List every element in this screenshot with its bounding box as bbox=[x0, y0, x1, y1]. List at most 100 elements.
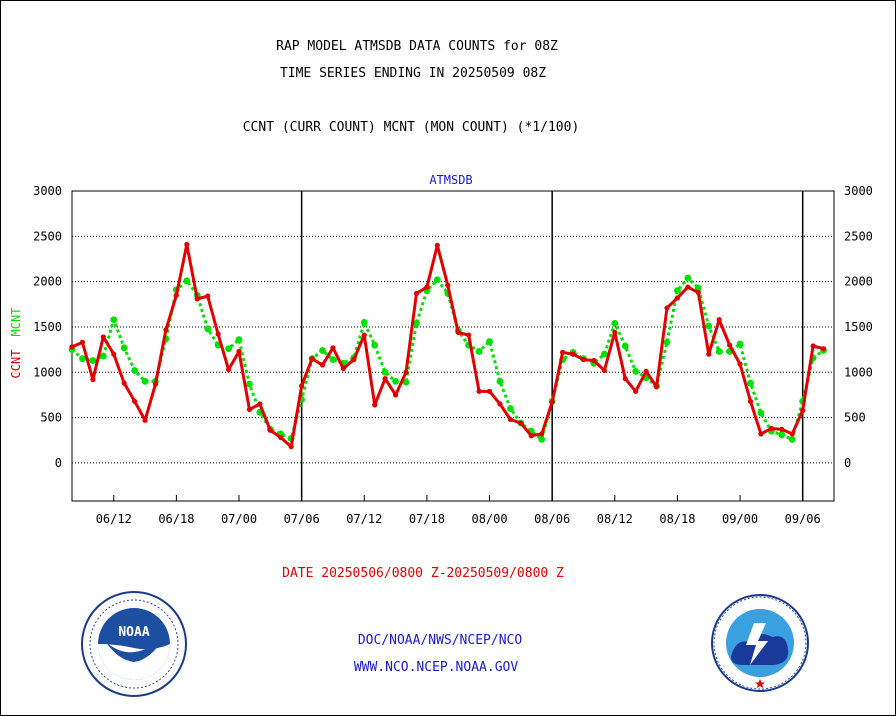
data-point-ccnt bbox=[340, 366, 346, 372]
data-point-mcnt bbox=[611, 319, 619, 327]
data-point-ccnt bbox=[570, 351, 576, 357]
y-tick-label-right: 2500 bbox=[844, 229, 873, 243]
x-tick-label: 06/18 bbox=[158, 512, 194, 526]
x-tick-label: 06/12 bbox=[96, 512, 132, 526]
gridlines bbox=[72, 190, 834, 464]
data-point-ccnt bbox=[466, 332, 472, 338]
series-lines bbox=[68, 241, 827, 450]
data-point-ccnt bbox=[413, 290, 420, 297]
data-point-ccnt bbox=[810, 343, 816, 349]
data-point-ccnt bbox=[194, 296, 200, 302]
data-point-ccnt bbox=[299, 383, 305, 389]
data-point-mcnt bbox=[621, 342, 629, 350]
data-point-ccnt bbox=[716, 317, 722, 323]
data-point-ccnt bbox=[403, 369, 409, 375]
date-range-label: DATE 20250506/0800 Z-20250509/0800 Z bbox=[282, 566, 564, 581]
chart-title-line1: RAP MODEL ATMSDB DATA COUNTS for 08Z bbox=[276, 39, 558, 54]
data-point-mcnt bbox=[674, 287, 681, 295]
data-point-mcnt bbox=[663, 338, 671, 346]
x-tick-label: 09/06 bbox=[785, 512, 821, 526]
x-tick-label: 08/06 bbox=[534, 512, 570, 526]
data-point-ccnt bbox=[800, 407, 806, 413]
data-point-mcnt bbox=[694, 284, 702, 292]
plot-title: ATMSDB bbox=[429, 173, 472, 187]
data-point-ccnt bbox=[507, 416, 514, 423]
plot-border bbox=[71, 190, 835, 502]
data-point-mcnt bbox=[225, 345, 232, 353]
data-point-ccnt bbox=[695, 289, 701, 296]
data-point-mcnt bbox=[788, 435, 796, 443]
data-point-mcnt bbox=[778, 431, 786, 439]
data-point-mcnt bbox=[99, 352, 107, 360]
data-point-ccnt bbox=[560, 349, 566, 355]
data-point-ccnt bbox=[706, 351, 712, 357]
data-point-mcnt bbox=[600, 350, 608, 358]
data-point-ccnt bbox=[319, 362, 326, 368]
data-point-mcnt bbox=[89, 357, 97, 364]
x-tick-label: 07/12 bbox=[346, 512, 382, 526]
data-point-ccnt bbox=[727, 342, 733, 348]
data-point-ccnt bbox=[246, 406, 253, 413]
noaa-logo-text: NOAA bbox=[118, 625, 149, 640]
data-point-ccnt bbox=[612, 329, 618, 336]
data-point-mcnt bbox=[131, 367, 139, 374]
data-point-mcnt bbox=[433, 276, 441, 284]
data-point-ccnt bbox=[257, 401, 263, 407]
y-tick-label-left: 0 bbox=[55, 456, 62, 470]
y-tick-label-left: 2000 bbox=[33, 275, 62, 289]
data-point-ccnt bbox=[528, 433, 534, 439]
y-tick-label-left: 500 bbox=[40, 411, 62, 425]
y-tick-labels-right: 0 500 1000 1500 2000 2500 3000 bbox=[844, 184, 873, 470]
data-point-mcnt bbox=[235, 336, 243, 344]
noaa-logo: NOAA bbox=[81, 591, 187, 697]
data-point-ccnt bbox=[267, 427, 273, 433]
data-point-ccnt bbox=[674, 295, 681, 301]
y-tick-label-right: 3000 bbox=[844, 184, 873, 198]
data-point-ccnt bbox=[392, 392, 399, 398]
data-point-ccnt bbox=[549, 399, 555, 405]
data-point-ccnt bbox=[789, 431, 795, 437]
data-point-ccnt bbox=[476, 388, 482, 394]
data-point-mcnt bbox=[120, 344, 128, 352]
x-tick-label: 09/00 bbox=[722, 512, 758, 526]
data-point-ccnt bbox=[215, 331, 221, 337]
chart-title-line2: TIME SERIES ENDING IN 20250509 08Z bbox=[279, 66, 547, 81]
series-line-ccnt bbox=[71, 242, 824, 449]
data-point-ccnt bbox=[351, 356, 357, 363]
data-point-mcnt bbox=[538, 435, 546, 443]
y-axis-label-mcnt: MCNT bbox=[9, 308, 23, 337]
data-point-ccnt bbox=[685, 284, 691, 290]
y-tick-label-right: 500 bbox=[844, 411, 866, 425]
data-point-mcnt bbox=[747, 379, 754, 387]
data-point-mcnt bbox=[736, 340, 744, 348]
data-point-ccnt bbox=[90, 376, 96, 383]
y-tick-label-right: 1500 bbox=[844, 320, 873, 334]
data-point-ccnt bbox=[643, 368, 649, 374]
data-point-ccnt bbox=[163, 327, 169, 333]
website-link[interactable]: WWW.NCO.NCEP.NOAA.GOV bbox=[353, 660, 519, 675]
data-point-mcnt bbox=[496, 377, 504, 385]
data-point-ccnt bbox=[372, 402, 378, 408]
series-line-mcnt bbox=[71, 276, 825, 441]
data-point-mcnt bbox=[329, 356, 337, 363]
data-point-ccnt bbox=[100, 334, 106, 340]
data-point-ccnt bbox=[278, 434, 284, 441]
data-point-ccnt bbox=[539, 431, 545, 437]
y-tick-label-left: 3000 bbox=[33, 184, 62, 198]
data-point-mcnt bbox=[475, 348, 483, 355]
y-axis-label-ccnt: CCNT bbox=[9, 350, 23, 379]
data-point-ccnt bbox=[653, 384, 660, 390]
data-point-mcnt bbox=[715, 348, 723, 355]
data-point-ccnt bbox=[445, 282, 451, 288]
data-point-mcnt bbox=[360, 319, 368, 326]
data-point-ccnt bbox=[737, 361, 743, 367]
data-point-ccnt bbox=[747, 398, 754, 404]
y-tick-label-left: 1000 bbox=[33, 365, 62, 379]
data-point-ccnt bbox=[486, 388, 493, 394]
data-point-ccnt bbox=[622, 376, 628, 382]
y-tick-label-right: 1000 bbox=[844, 365, 873, 379]
data-point-mcnt bbox=[757, 409, 765, 417]
x-tick-label: 08/12 bbox=[597, 512, 633, 526]
data-point-ccnt bbox=[142, 417, 148, 423]
data-point-mcnt bbox=[110, 316, 118, 324]
